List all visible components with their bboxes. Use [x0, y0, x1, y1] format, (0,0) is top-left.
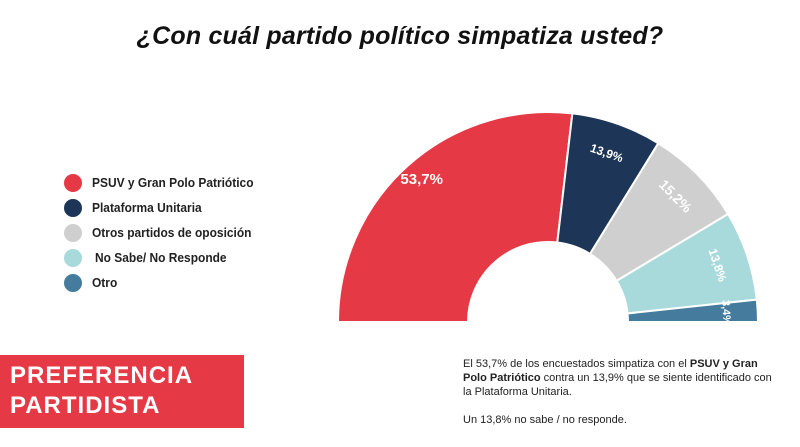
legend-label-otros-partidos: Otros partidos de oposición	[92, 225, 252, 240]
legend-swatch-plataforma-unitaria	[64, 198, 82, 217]
slice-psuv	[336, 111, 574, 323]
legend-label-plataforma-unitaria: Plataforma Unitaria	[92, 200, 202, 215]
page-title: ¿Con cuál partido político simpatiza ust…	[136, 22, 664, 50]
slice-label-otro: 3,4%	[719, 300, 732, 326]
section-banner: PREFERENCIA PARTIDISTA	[0, 355, 244, 428]
summary-note: El 53,7% de los encuestados simpatiza co…	[463, 357, 773, 427]
legend-item-otros-partidos: Otros partidos de oposición	[64, 220, 268, 245]
chart-legend: PSUV y Gran Polo Patriótico Plataforma U…	[64, 170, 268, 295]
legend-item-psuv: PSUV y Gran Polo Patriótico	[64, 170, 268, 195]
summary-paragraph: El 53,7% de los encuestados simpatiza co…	[463, 357, 773, 399]
summary-text-2: contra un 13,9% que se siente identifica…	[463, 372, 772, 398]
legend-label-otro: Otro	[92, 275, 118, 290]
slice-otro	[626, 298, 760, 323]
legend-label-no-sabe: No Sabe/ No Responde	[95, 250, 227, 265]
legend-swatch-otros-partidos	[64, 223, 82, 242]
summary-line-2: Un 13,8% no sabe / no responde.	[463, 414, 627, 426]
slice-label-psuv: 53,7%	[400, 171, 443, 188]
legend-swatch-psuv	[64, 173, 82, 192]
summary-text-1: El 53,7% de los encuestados simpatiza co…	[463, 358, 690, 370]
legend-swatch-otro	[64, 273, 82, 292]
summary-text-bold: PSUV y Gran Polo Patriótico	[463, 358, 758, 384]
legend-label-psuv: PSUV y Gran Polo Patriótico	[92, 175, 254, 190]
banner-line-2: PARTIDISTA	[10, 392, 161, 419]
legend-item-no-sabe: No Sabe/ No Responde	[64, 245, 268, 270]
legend-item-plataforma-unitaria: Plataforma Unitaria	[64, 195, 268, 220]
legend-swatch-no-sabe	[64, 248, 82, 267]
banner-line-1: PREFERENCIA	[10, 362, 194, 389]
legend-item-otro: Otro	[64, 270, 268, 295]
